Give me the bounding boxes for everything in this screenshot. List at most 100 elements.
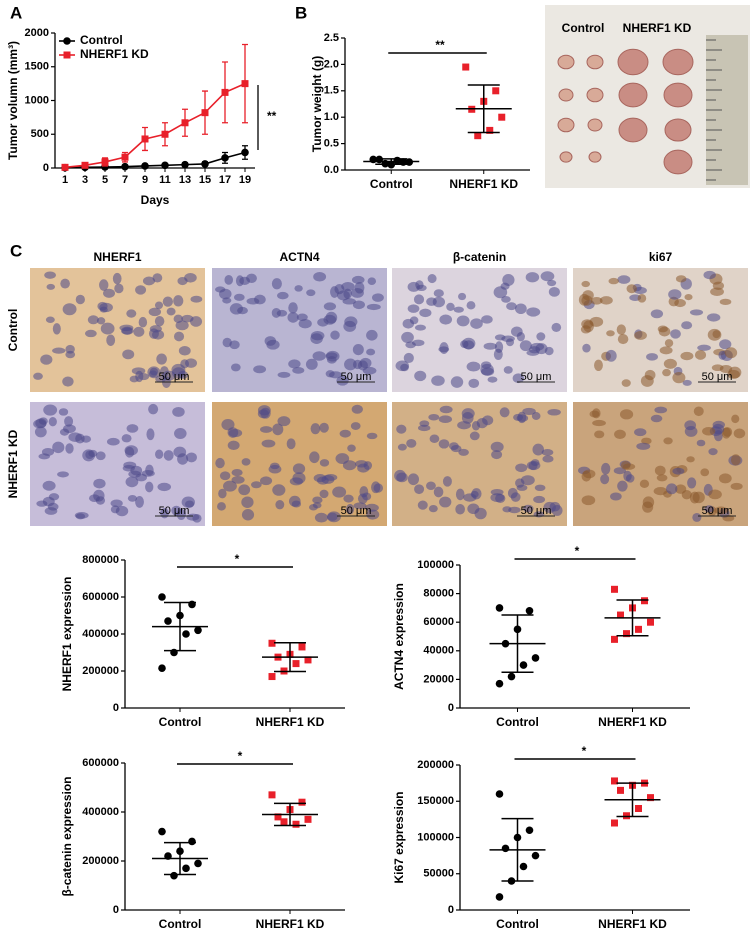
nucleus xyxy=(601,463,610,475)
row-label: Control xyxy=(6,309,20,352)
nucleus xyxy=(600,296,613,304)
nucleus xyxy=(251,481,262,488)
data-point xyxy=(221,154,229,162)
data-point xyxy=(635,626,642,633)
nucleus xyxy=(618,334,629,344)
nucleus xyxy=(47,284,56,290)
y-axis-label: Tumor weight (g) xyxy=(310,56,324,152)
nucleus xyxy=(458,293,466,300)
nucleus xyxy=(609,278,619,284)
y-tick-label: 200000 xyxy=(82,855,119,867)
nucleus xyxy=(313,272,326,282)
data-point xyxy=(617,787,624,794)
nucleus xyxy=(174,428,187,439)
nucleus xyxy=(239,277,250,285)
nucleus xyxy=(44,271,56,278)
nucleus xyxy=(501,336,515,342)
nucleus xyxy=(275,500,284,509)
nucleus xyxy=(76,513,85,519)
data-point xyxy=(164,617,172,625)
nucleus xyxy=(127,424,139,433)
nucleus xyxy=(431,376,445,386)
column-label: ki67 xyxy=(649,250,673,264)
nucleus xyxy=(319,423,328,433)
nucleus xyxy=(481,315,493,323)
y-tick-label: 0.5 xyxy=(324,138,339,150)
nucleus xyxy=(368,277,376,285)
nucleus xyxy=(405,341,416,348)
nucleus xyxy=(374,483,384,492)
nucleus xyxy=(457,315,470,326)
nucleus xyxy=(221,419,234,430)
nucleus xyxy=(518,412,527,423)
nucleus xyxy=(531,459,540,466)
nucleus xyxy=(231,476,244,484)
nucleus xyxy=(367,304,381,310)
nucleus xyxy=(681,321,692,329)
data-point xyxy=(188,601,196,609)
nucleus xyxy=(343,321,356,332)
scale-bar-label: 50 μm xyxy=(521,371,552,383)
scale-bar-label: 50 μm xyxy=(702,505,733,517)
nucleus xyxy=(311,423,321,434)
nucleus xyxy=(467,301,476,309)
nucleus xyxy=(614,430,626,439)
data-point xyxy=(647,619,654,626)
nucleus xyxy=(694,407,704,417)
nucleus xyxy=(85,450,94,459)
nucleus xyxy=(260,426,272,433)
nucleus xyxy=(710,288,724,296)
nucleus xyxy=(327,511,341,522)
data-point xyxy=(635,805,642,812)
y-tick-label: 40000 xyxy=(423,645,454,657)
y-axis-label: NHERF1 expression xyxy=(60,577,74,692)
scale-bar-label: 50 μm xyxy=(521,505,552,517)
nucleus xyxy=(617,324,626,334)
nucleus xyxy=(484,343,497,350)
data-point xyxy=(269,673,276,680)
y-tick-label: 0 xyxy=(113,904,119,916)
data-point xyxy=(611,586,618,593)
x-tick-label: 9 xyxy=(142,174,148,186)
nucleus xyxy=(592,420,606,426)
nucleus xyxy=(731,483,743,490)
data-point xyxy=(162,131,169,138)
tumor xyxy=(664,150,692,174)
nucleus xyxy=(582,344,590,353)
nucleus xyxy=(419,309,431,318)
nucleus xyxy=(408,304,420,313)
nucleus xyxy=(335,453,349,464)
nucleus xyxy=(179,346,191,355)
nucleus xyxy=(668,289,681,299)
y-tick-label: 1000 xyxy=(25,94,49,106)
y-tick-label: 150000 xyxy=(417,795,454,807)
x-tick-label: NHERF1 KD xyxy=(256,715,325,729)
nucleus xyxy=(429,505,438,512)
series-line xyxy=(65,152,245,167)
nucleus xyxy=(446,303,454,311)
nucleus xyxy=(517,332,525,341)
nucleus xyxy=(731,454,741,465)
nucleus xyxy=(234,294,245,301)
nucleus xyxy=(364,461,372,470)
x-tick-label: NHERF1 KD xyxy=(256,917,325,930)
nucleus xyxy=(449,442,459,450)
nucleus xyxy=(594,360,603,371)
nucleus xyxy=(184,273,197,283)
nucleus xyxy=(126,477,139,488)
nucleus xyxy=(64,416,73,427)
nucleus xyxy=(606,350,617,362)
nucleus xyxy=(59,408,68,415)
y-axis-label: Ki67 expression xyxy=(392,791,406,883)
nucleus xyxy=(515,304,527,315)
y-tick-label: 100000 xyxy=(417,831,454,843)
data-point xyxy=(508,673,516,681)
nucleus xyxy=(542,455,553,462)
nucleus xyxy=(408,282,420,292)
nucleus xyxy=(606,330,615,336)
nucleus xyxy=(451,376,463,388)
nucleus xyxy=(42,448,54,456)
nucleus xyxy=(351,288,364,298)
y-tick-label: 100000 xyxy=(417,559,454,571)
x-tick-label: Control xyxy=(496,917,539,930)
